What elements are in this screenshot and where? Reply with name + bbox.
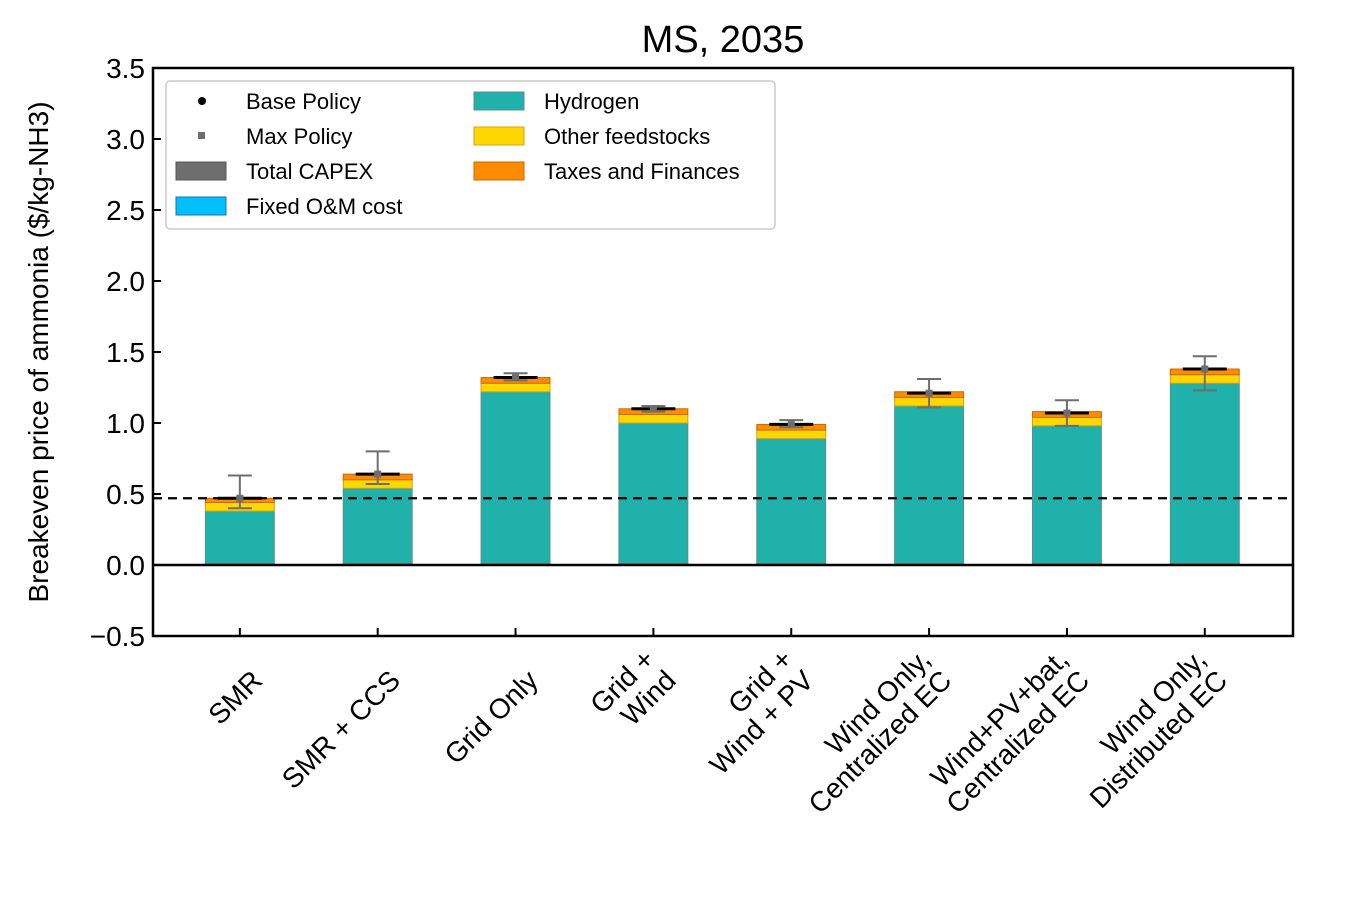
max-policy-marker [787, 420, 795, 428]
legend-swatch [175, 161, 227, 181]
x-category-label-line: Grid Only [438, 664, 544, 770]
legend-label: Other feedstocks [544, 124, 710, 149]
legend-swatch [473, 161, 525, 181]
max-policy-marker [1201, 365, 1209, 373]
legend-label: Taxes and Finances [544, 159, 740, 184]
bar-segment [618, 422, 689, 565]
bar-segment [480, 391, 551, 565]
legend-marker-max-policy [198, 132, 205, 139]
legend-label: Total CAPEX [246, 159, 373, 184]
bar-segment [1031, 425, 1102, 565]
policy-markers-layer [217, 355, 1227, 510]
legend-label-base-policy: Base Policy [246, 89, 361, 114]
legend-label: Fixed O&M cost [246, 194, 402, 219]
bar-segment [894, 405, 965, 565]
y-tick-label: 2.0 [106, 266, 145, 297]
legend-label: Hydrogen [544, 89, 639, 114]
x-category-label: Wind+PV+bat,Centralized EC [919, 643, 1095, 819]
y-axis-label: Breakeven price of ammonia ($/kg-NH3) [23, 101, 54, 602]
legend-box [165, 80, 776, 230]
x-category-label-line: SMR [202, 664, 268, 730]
reference-lines-layer [153, 497, 1293, 567]
legend-swatch [175, 196, 227, 216]
y-axis: −0.5 0.0 0.5 1.0 1.5 2.0 2.5 3.0 3.5 [90, 53, 161, 652]
legend: Base Policy Max Policy Total CAPEX Fixed O&… [165, 80, 776, 230]
bar-segment [756, 429, 827, 440]
max-policy-marker [1063, 409, 1071, 417]
legend-swatch [473, 126, 525, 146]
y-tick-label: 0.0 [106, 550, 145, 581]
max-policy-marker [512, 374, 520, 382]
bars-layer [204, 368, 1240, 566]
y-tick-label: 3.5 [106, 53, 145, 84]
max-policy-marker [925, 389, 933, 397]
x-category-label-line: SMR + CCS [276, 664, 406, 794]
bar-segment [204, 510, 275, 565]
bar-segment [618, 413, 689, 424]
y-tick-label: 1.5 [106, 337, 145, 368]
x-axis: SMR SMR + CCS Grid Only Grid +Wind Grid +Win… [202, 628, 1233, 820]
legend-swatch [473, 91, 525, 111]
y-tick-label: 1.0 [106, 408, 145, 439]
bar-segment [342, 487, 413, 565]
max-policy-marker [649, 405, 657, 413]
max-policy-marker [236, 494, 244, 502]
legend-label-max-policy: Max Policy [246, 124, 352, 149]
y-tick-label: 0.5 [106, 479, 145, 510]
chart-title: MS, 2035 [642, 19, 805, 61]
max-policy-marker [374, 470, 382, 478]
x-category-label: SMR [202, 664, 268, 730]
bar-segment [1169, 382, 1240, 565]
bar-segment [480, 382, 551, 393]
x-category-label: Wind Only,Distributed EC [1062, 643, 1233, 814]
bar-segment [756, 438, 827, 565]
y-tick-label: 2.5 [106, 195, 145, 226]
y-tick-label: 3.0 [106, 124, 145, 155]
x-category-label: Wind Only,Centralized EC [781, 643, 957, 819]
plot-area [151, 66, 1295, 638]
x-category-label: SMR + CCS [276, 664, 406, 794]
y-tick-label: −0.5 [90, 621, 145, 652]
legend-marker-base-policy [198, 97, 206, 105]
x-category-label: Grid +Wind [584, 643, 682, 741]
x-category-label: Grid +Wind + PV [682, 643, 819, 780]
x-category-label: Grid Only [438, 664, 544, 770]
